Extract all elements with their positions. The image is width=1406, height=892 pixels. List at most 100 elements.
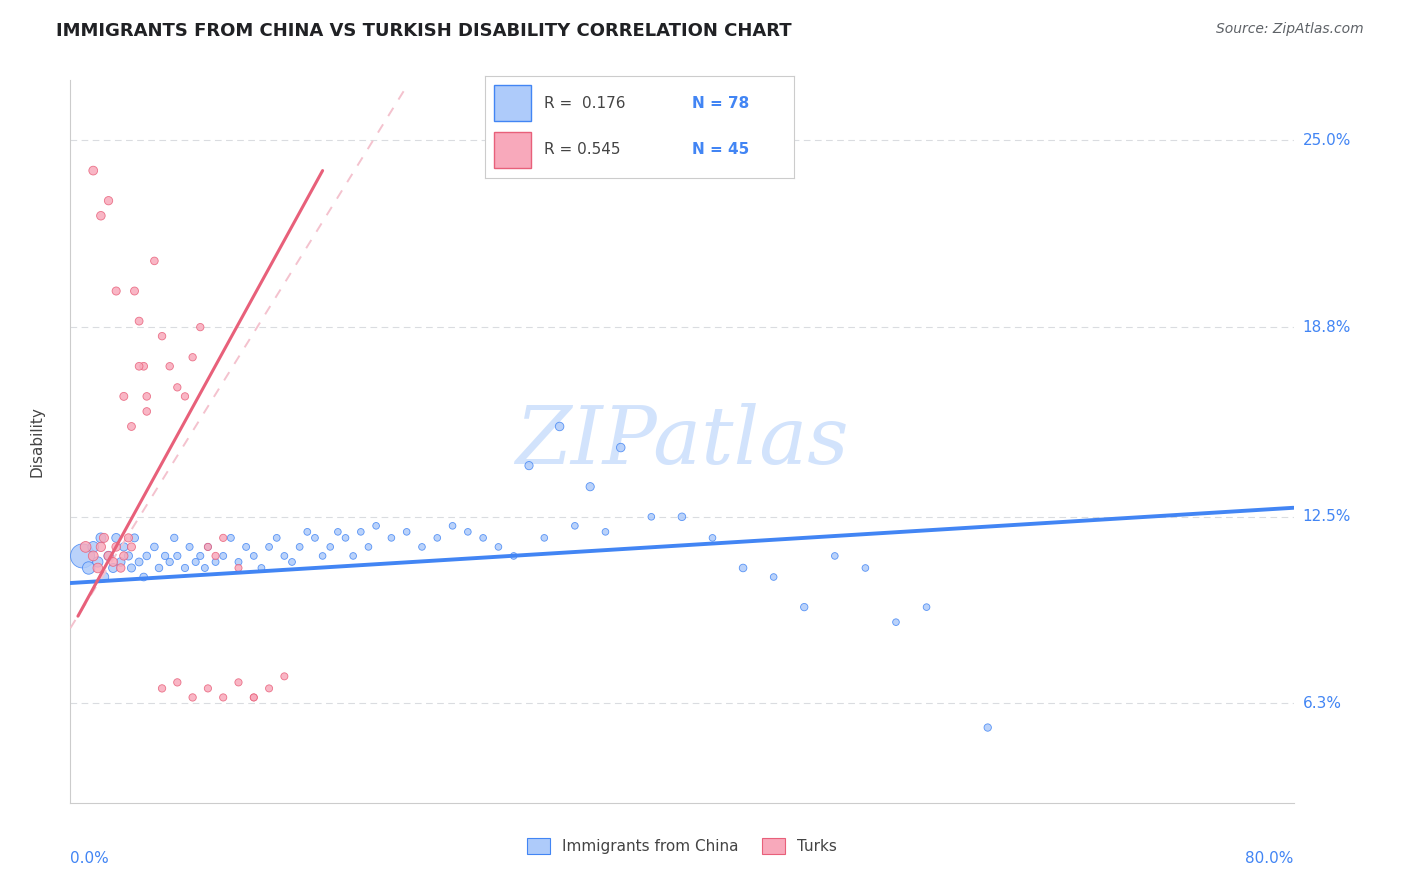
FancyBboxPatch shape — [495, 85, 531, 121]
Point — [311, 549, 333, 563]
Point — [533, 531, 555, 545]
Point — [97, 549, 120, 563]
Point — [441, 519, 464, 533]
Point — [793, 600, 815, 615]
Point — [733, 561, 755, 575]
Point — [502, 549, 524, 563]
Point — [174, 561, 197, 575]
Point — [124, 284, 146, 298]
Point — [472, 531, 495, 545]
Point — [243, 549, 266, 563]
Text: 0.0%: 0.0% — [70, 851, 110, 866]
Point — [610, 441, 633, 455]
Point — [90, 540, 112, 554]
Point — [884, 615, 907, 630]
Point — [281, 555, 304, 569]
Point — [395, 524, 418, 539]
Point — [366, 519, 388, 533]
Point — [228, 555, 250, 569]
Point — [266, 531, 288, 545]
Point — [304, 531, 326, 545]
Point — [411, 540, 433, 554]
Point — [976, 721, 998, 735]
Text: N = 78: N = 78 — [692, 95, 749, 111]
Point — [82, 549, 104, 563]
Text: 25.0%: 25.0% — [1303, 133, 1351, 148]
Point — [273, 669, 295, 683]
Point — [671, 509, 693, 524]
Point — [181, 350, 204, 364]
Point — [188, 549, 211, 563]
Point — [257, 681, 280, 696]
Point — [219, 531, 242, 545]
Point — [93, 570, 115, 584]
Point — [273, 549, 295, 563]
Point — [90, 209, 112, 223]
Point — [517, 458, 540, 473]
Point — [132, 359, 155, 374]
Point — [595, 524, 617, 539]
Point — [250, 561, 273, 575]
Point — [121, 419, 143, 434]
Point — [212, 531, 235, 545]
Point — [135, 549, 157, 563]
Point — [212, 690, 235, 705]
Point — [117, 531, 139, 545]
Point — [143, 540, 166, 554]
Point — [457, 524, 479, 539]
Point — [228, 561, 250, 575]
Point — [319, 540, 342, 554]
Text: N = 45: N = 45 — [692, 142, 749, 157]
Point — [179, 540, 201, 554]
Point — [243, 690, 266, 705]
Point — [105, 284, 128, 298]
Point — [101, 561, 124, 575]
Point — [105, 531, 128, 545]
Point — [197, 540, 219, 554]
Point — [77, 561, 100, 575]
Legend: Immigrants from China, Turks: Immigrants from China, Turks — [522, 832, 842, 860]
Point — [132, 570, 155, 584]
Text: R =  0.176: R = 0.176 — [544, 95, 626, 111]
Point — [915, 600, 938, 615]
Point — [548, 419, 571, 434]
Point — [159, 359, 181, 374]
Point — [181, 690, 204, 705]
Point — [128, 359, 150, 374]
Text: Source: ZipAtlas.com: Source: ZipAtlas.com — [1216, 22, 1364, 37]
Point — [326, 524, 349, 539]
Point — [350, 524, 373, 539]
Point — [135, 389, 157, 403]
Point — [93, 531, 115, 545]
Text: 6.3%: 6.3% — [1303, 696, 1341, 711]
Text: 18.8%: 18.8% — [1303, 319, 1351, 334]
Point — [124, 531, 146, 545]
Point — [357, 540, 380, 554]
Point — [640, 509, 662, 524]
Point — [101, 555, 124, 569]
Point — [564, 519, 586, 533]
Point — [212, 549, 235, 563]
Point — [82, 163, 104, 178]
Point — [153, 549, 176, 563]
FancyBboxPatch shape — [495, 132, 531, 168]
Point — [197, 540, 219, 554]
Point — [112, 549, 135, 563]
Point — [121, 540, 143, 554]
Point — [297, 524, 319, 539]
Point — [159, 555, 181, 569]
Point — [75, 540, 97, 554]
Point — [112, 389, 135, 403]
Point — [97, 194, 120, 208]
Point — [148, 561, 170, 575]
Point — [426, 531, 449, 545]
Point — [335, 531, 357, 545]
Point — [166, 675, 188, 690]
Point — [135, 404, 157, 418]
Text: 80.0%: 80.0% — [1246, 851, 1294, 866]
Point — [105, 540, 128, 554]
Point — [150, 681, 173, 696]
Point — [204, 555, 226, 569]
Point — [184, 555, 207, 569]
Text: IMMIGRANTS FROM CHINA VS TURKISH DISABILITY CORRELATION CHART: IMMIGRANTS FROM CHINA VS TURKISH DISABIL… — [56, 22, 792, 40]
